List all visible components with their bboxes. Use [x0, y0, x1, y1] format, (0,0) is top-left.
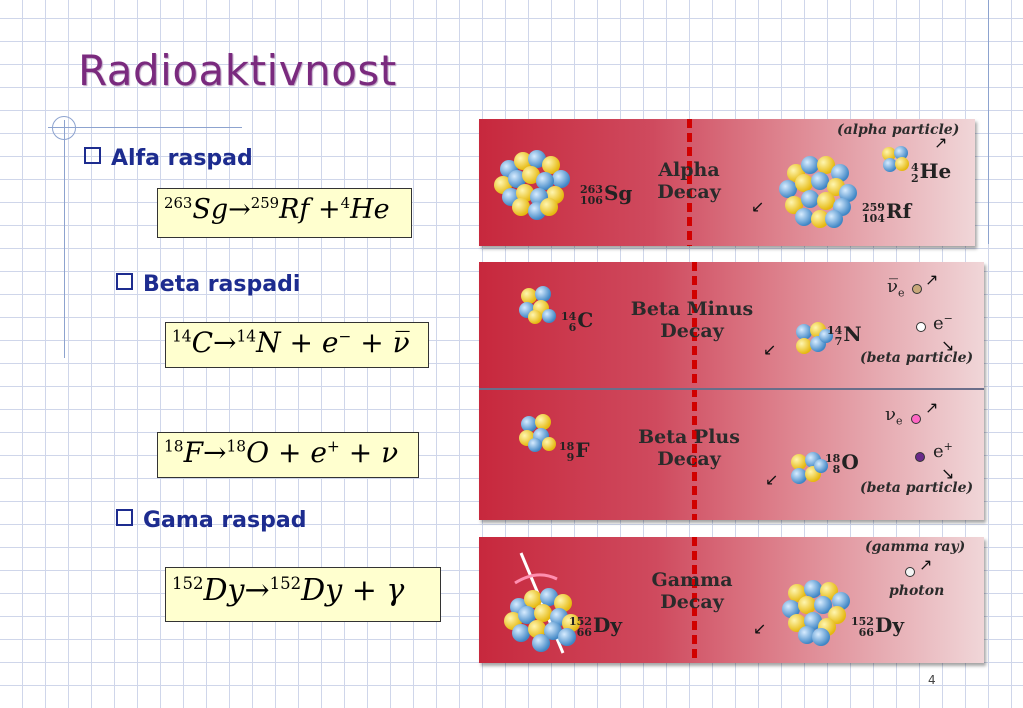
nucleus-icon: [796, 322, 833, 354]
decay-title: Gamma Decay: [651, 569, 733, 613]
decay-divider: [692, 537, 697, 663]
positron-dot-icon: [915, 452, 925, 462]
nucleus-icon: [494, 150, 570, 220]
antineutrino-label: ν̅e: [887, 276, 905, 300]
neutrino-dot-icon: [911, 414, 921, 424]
nucleus-icon: [519, 414, 556, 452]
isotope-label: 18 9F: [559, 438, 590, 464]
arrow-icon: ↙: [763, 340, 777, 359]
checkbox-bullet-icon: [84, 147, 101, 164]
isotope-label: 4 2He: [911, 159, 952, 185]
alpha-particle-icon: [882, 146, 909, 172]
decay-title: Alpha Decay: [657, 159, 721, 203]
arrow-icon: ↙: [765, 470, 779, 489]
decay-divider: [692, 262, 697, 520]
particle-caption: (alpha particle): [837, 122, 960, 138]
arrow-icon: ↙: [751, 197, 765, 216]
equation-gamma: 152Dy→152Dy + γ: [165, 567, 441, 622]
arrow-icon: ↗: [925, 398, 939, 417]
electron-dot-icon: [916, 322, 926, 332]
bullet-beta: Beta raspadi: [116, 272, 300, 297]
arrow-icon: ↗: [925, 270, 939, 289]
isotope-label: 152 66Dy: [569, 613, 622, 639]
decay-title: Beta Minus Decay: [630, 298, 754, 342]
isotope-label: 259 104Rf: [862, 199, 912, 225]
arrow-icon: ↘: [941, 464, 955, 483]
particle-caption: (gamma ray): [865, 539, 966, 555]
page-number: 4: [928, 673, 936, 687]
decor-horizontal-line: [48, 127, 242, 128]
gamma-decay-image: 152 66Dy Gamma Decay ↙ 152 66Dy (gamma ray)…: [479, 537, 984, 663]
positron-label: e+: [933, 440, 953, 462]
nucleus-icon: [782, 580, 850, 646]
decay-title: Beta Plus Decay: [638, 426, 740, 470]
checkbox-bullet-icon: [116, 509, 133, 526]
decor-right-line: [988, 0, 989, 244]
particle-caption: (beta particle): [860, 350, 974, 366]
equation-alpha: 263Sg→259Rf +4He: [157, 188, 412, 238]
equation-beta-minus: 14C→14N + e− + ν̅: [165, 322, 429, 368]
isotope-label: 14 6C: [561, 308, 594, 334]
decor-circle: [52, 116, 76, 140]
neutrino-label: νe: [885, 404, 903, 428]
equation-beta-plus: 18F→18O + e+ + ν: [157, 432, 419, 478]
decor-vertical-line: [64, 120, 65, 358]
antineutrino-dot-icon: [912, 284, 922, 294]
arrow-icon: ↙: [753, 619, 767, 638]
arrow-icon: ↘: [941, 336, 955, 355]
bullet-alpha: Alfa raspad: [84, 146, 253, 171]
isotope-label: 152 66Dy: [851, 613, 904, 639]
photon-dot-icon: [905, 567, 915, 577]
alpha-decay-image: 263 106Sg Alpha Decay ↙ 259 104Rf 4 2He (alp…: [479, 119, 975, 246]
slide-title: Radioaktivnost: [78, 46, 397, 95]
arrow-icon: ↗: [919, 555, 933, 574]
photon-label: photon: [889, 583, 945, 599]
checkbox-bullet-icon: [116, 273, 133, 290]
row-separator: [479, 388, 984, 390]
nucleus-icon: [779, 156, 857, 228]
nucleus-icon: [791, 452, 828, 484]
decay-divider: [687, 119, 692, 246]
isotope-label: 263 106Sg: [580, 181, 633, 207]
particle-caption: (beta particle): [860, 480, 974, 496]
bullet-gamma: Gama raspad: [116, 508, 306, 533]
isotope-label: 18 8O: [825, 450, 859, 476]
beta-decay-image: 14 6C Beta Minus Decay ↙ 14 7N ν̅e ↗ e− ↘ (…: [479, 262, 984, 520]
isotope-label: 14 7N: [827, 322, 862, 348]
electron-label: e−: [933, 312, 953, 334]
spinning-nucleus-icon: [504, 552, 580, 654]
nucleus-icon: [519, 286, 556, 324]
arrow-icon: ↗: [934, 133, 948, 152]
